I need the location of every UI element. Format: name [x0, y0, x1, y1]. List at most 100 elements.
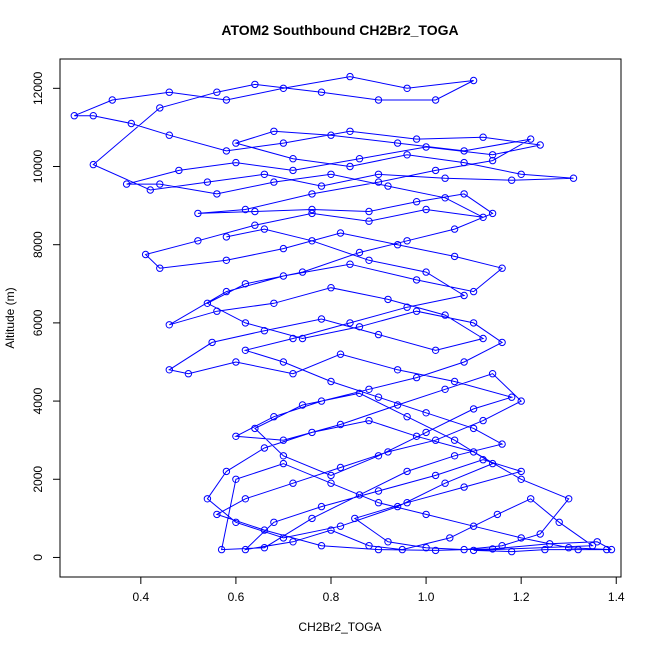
- series-line: [74, 76, 612, 553]
- data-point: [317, 542, 326, 550]
- data-point: [412, 373, 421, 382]
- data-point: [431, 436, 440, 444]
- data-point: [194, 237, 202, 245]
- data-point: [422, 409, 430, 417]
- data-point: [279, 436, 288, 444]
- data-point: [536, 141, 544, 149]
- data-point: [479, 416, 487, 425]
- data-point: [393, 241, 402, 249]
- data-point: [422, 510, 430, 519]
- data-point: [469, 319, 478, 327]
- data-point: [279, 244, 288, 253]
- data-point: [517, 170, 525, 179]
- data-point: [336, 350, 345, 358]
- data-point: [469, 405, 478, 413]
- data-point: [232, 139, 240, 147]
- data-point: [412, 135, 421, 143]
- data-point: [555, 518, 563, 526]
- data-point: [488, 151, 497, 159]
- data-point: [289, 155, 297, 163]
- data-point: [127, 119, 136, 128]
- data-point: [327, 471, 335, 480]
- data-point: [241, 205, 250, 214]
- x-tick-label: 1.0: [418, 590, 435, 604]
- data-point: [460, 190, 468, 198]
- data-point: [517, 475, 525, 483]
- data-point: [441, 194, 449, 202]
- data-point: [588, 542, 597, 550]
- data-point: [351, 514, 359, 523]
- data-point: [327, 377, 335, 386]
- data-point: [308, 209, 316, 218]
- data-point: [403, 467, 411, 476]
- x-tick-label: 1.2: [513, 590, 530, 604]
- data-point: [194, 209, 202, 218]
- data-point: [213, 510, 221, 519]
- data-point: [541, 545, 549, 554]
- data-point: [260, 327, 269, 335]
- data-point: [441, 385, 449, 393]
- data-point: [213, 307, 221, 315]
- data-point: [327, 284, 335, 292]
- data-point: [208, 338, 216, 347]
- data-point: [317, 397, 326, 405]
- data-point: [289, 370, 297, 378]
- data-point: [365, 416, 373, 425]
- y-tick-label: 10000: [31, 150, 45, 184]
- data-point: [327, 479, 335, 487]
- data-point: [355, 323, 364, 331]
- data-point: [308, 428, 316, 437]
- data-point: [412, 432, 421, 440]
- data-point: [298, 401, 307, 409]
- x-axis: 0.4 0.6 0.8 1.0 1.2 1.4: [132, 576, 625, 604]
- data-point: [317, 502, 326, 511]
- data-point: [222, 287, 231, 296]
- data-point: [241, 495, 250, 503]
- data-point: [165, 321, 174, 329]
- data-point: [251, 221, 259, 229]
- data-point: [336, 420, 345, 429]
- data-point: [393, 139, 402, 147]
- data-point: [574, 545, 582, 554]
- data-point: [346, 260, 354, 268]
- data-point: [374, 499, 383, 507]
- data-point: [488, 156, 497, 165]
- data-point: [460, 545, 468, 554]
- y-axis-label: Altitude (m): [3, 287, 17, 348]
- data-point: [241, 545, 250, 554]
- data-point: [222, 233, 231, 241]
- data-point: [141, 250, 150, 259]
- data-point: [355, 248, 364, 257]
- data-point: [431, 166, 440, 175]
- data-point: [450, 225, 459, 233]
- data-point: [393, 401, 402, 409]
- data-point: [260, 526, 269, 534]
- data-point: [156, 264, 164, 272]
- data-point: [365, 542, 373, 550]
- data-point: [460, 158, 468, 167]
- data-point: [422, 428, 430, 437]
- data-point: [365, 385, 373, 393]
- data-point: [327, 526, 335, 534]
- data-point: [569, 174, 578, 182]
- data-point: [546, 540, 554, 548]
- y-tick-label: 2000: [31, 466, 45, 493]
- data-point: [222, 96, 231, 104]
- data-point: [565, 544, 573, 552]
- data-point: [270, 299, 278, 307]
- data-point: [441, 174, 449, 182]
- data-point: [460, 147, 468, 155]
- y-tick-label: 4000: [31, 387, 45, 414]
- data-point: [384, 182, 392, 190]
- data-point: [479, 133, 487, 141]
- data-point: [403, 499, 411, 507]
- data-point: [527, 495, 535, 503]
- data-point: [469, 287, 478, 296]
- data-point: [298, 268, 307, 276]
- data-point: [469, 424, 478, 433]
- data-point: [446, 534, 454, 542]
- data-layer: [70, 72, 616, 556]
- data-point: [479, 213, 487, 222]
